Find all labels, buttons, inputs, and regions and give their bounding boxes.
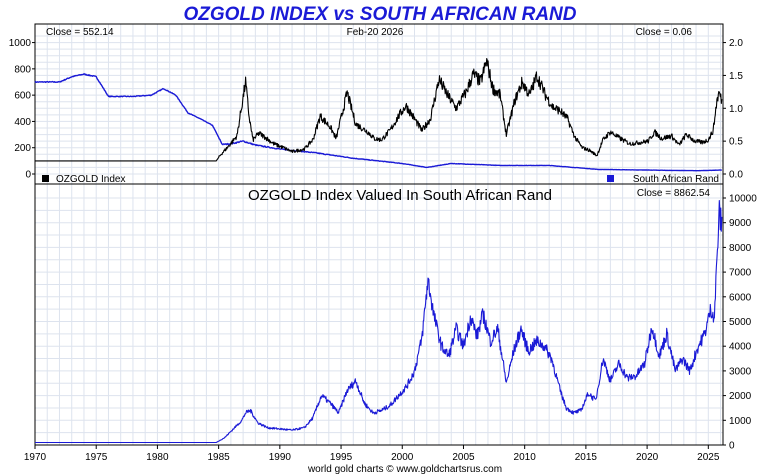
left-axis-tick-label: 0 <box>25 170 31 181</box>
bottom-chart-title: OZGOLD Index Valued In South African Ran… <box>248 187 552 204</box>
bottom-axis-tick-label: 5000 <box>729 317 752 328</box>
x-axis-tick-label: 2010 <box>514 452 537 463</box>
bottom-axis-tick-label: 6000 <box>729 292 752 303</box>
left-axis-tick-label: 800 <box>14 64 31 75</box>
bottom-close-label: Close = 8862.54 <box>637 188 711 199</box>
bottom-axis-tick-label: 4000 <box>729 342 752 353</box>
right-axis-tick-label: 1.5 <box>729 71 743 82</box>
left-axis-tick-label: 200 <box>14 143 31 154</box>
right-axis-tick-label: 1.0 <box>729 104 743 115</box>
right-axis-tick-label: 0.5 <box>729 137 743 148</box>
bottom-axis-tick-label: 10000 <box>729 194 757 205</box>
bottom-axis-tick-label: 1000 <box>729 416 752 427</box>
x-axis-tick-label: 1990 <box>269 452 292 463</box>
legend-ozgold-label: OZGOLD Index <box>56 174 125 185</box>
bottom-axis-tick-label: 9000 <box>729 218 752 229</box>
legend-ozgold-swatch <box>42 175 49 182</box>
x-axis-tick-label: 2005 <box>452 452 475 463</box>
x-axis-tick-label: 1995 <box>330 452 353 463</box>
legend-rand-swatch <box>607 175 614 182</box>
legend-rand-label: South African Rand <box>633 174 719 185</box>
left-axis-tick-label: 400 <box>14 117 31 128</box>
bottom-series <box>34 200 723 444</box>
x-axis-tick-label: 1985 <box>208 452 231 463</box>
bottom-panel-frame <box>34 183 724 446</box>
axis-ticks: 0 200 400 600 800 1000 0.0 0.5 1.0 1.5 2.0 0 1000 200… <box>9 38 757 463</box>
left-axis-tick-label: 1000 <box>9 38 32 49</box>
grid <box>34 24 723 446</box>
footer-credit: world gold charts © www.goldchartsrus.co… <box>307 464 502 475</box>
series-line-ozgold-index-valued-in-south-african-rand <box>34 200 723 444</box>
right-axis-tick-label: 0.0 <box>729 170 743 181</box>
bottom-axis-tick-label: 3000 <box>729 366 752 377</box>
series-line-south-african-rand <box>34 73 722 172</box>
x-axis-tick-label: 2015 <box>575 452 598 463</box>
x-axis-tick-label: 1980 <box>146 452 169 463</box>
bottom-axis-tick-label: 0 <box>729 441 735 452</box>
date-label: Feb-20 2026 <box>347 27 404 38</box>
x-axis-tick-label: 2025 <box>697 452 720 463</box>
x-axis-tick-label: 2000 <box>391 452 414 463</box>
top-series <box>34 58 723 172</box>
x-axis-tick-label: 1970 <box>24 452 47 463</box>
top-panel-frame <box>34 23 724 185</box>
close-right-label: Close = 0.06 <box>636 27 693 38</box>
bottom-axis-tick-label: 2000 <box>729 391 752 402</box>
close-left-label: Close = 552.14 <box>46 27 114 38</box>
series-line-ozgold-index <box>34 58 723 162</box>
right-axis-tick-label: 2.0 <box>729 38 743 49</box>
chart-title: OZGOLD INDEX vs SOUTH AFRICAN RAND <box>183 4 576 25</box>
bottom-axis-tick-label: 8000 <box>729 243 752 254</box>
x-axis-tick-label: 2020 <box>636 452 659 463</box>
bottom-axis-tick-label: 7000 <box>729 268 752 279</box>
left-axis-tick-label: 600 <box>14 91 31 102</box>
x-axis-tick-label: 1975 <box>85 452 108 463</box>
